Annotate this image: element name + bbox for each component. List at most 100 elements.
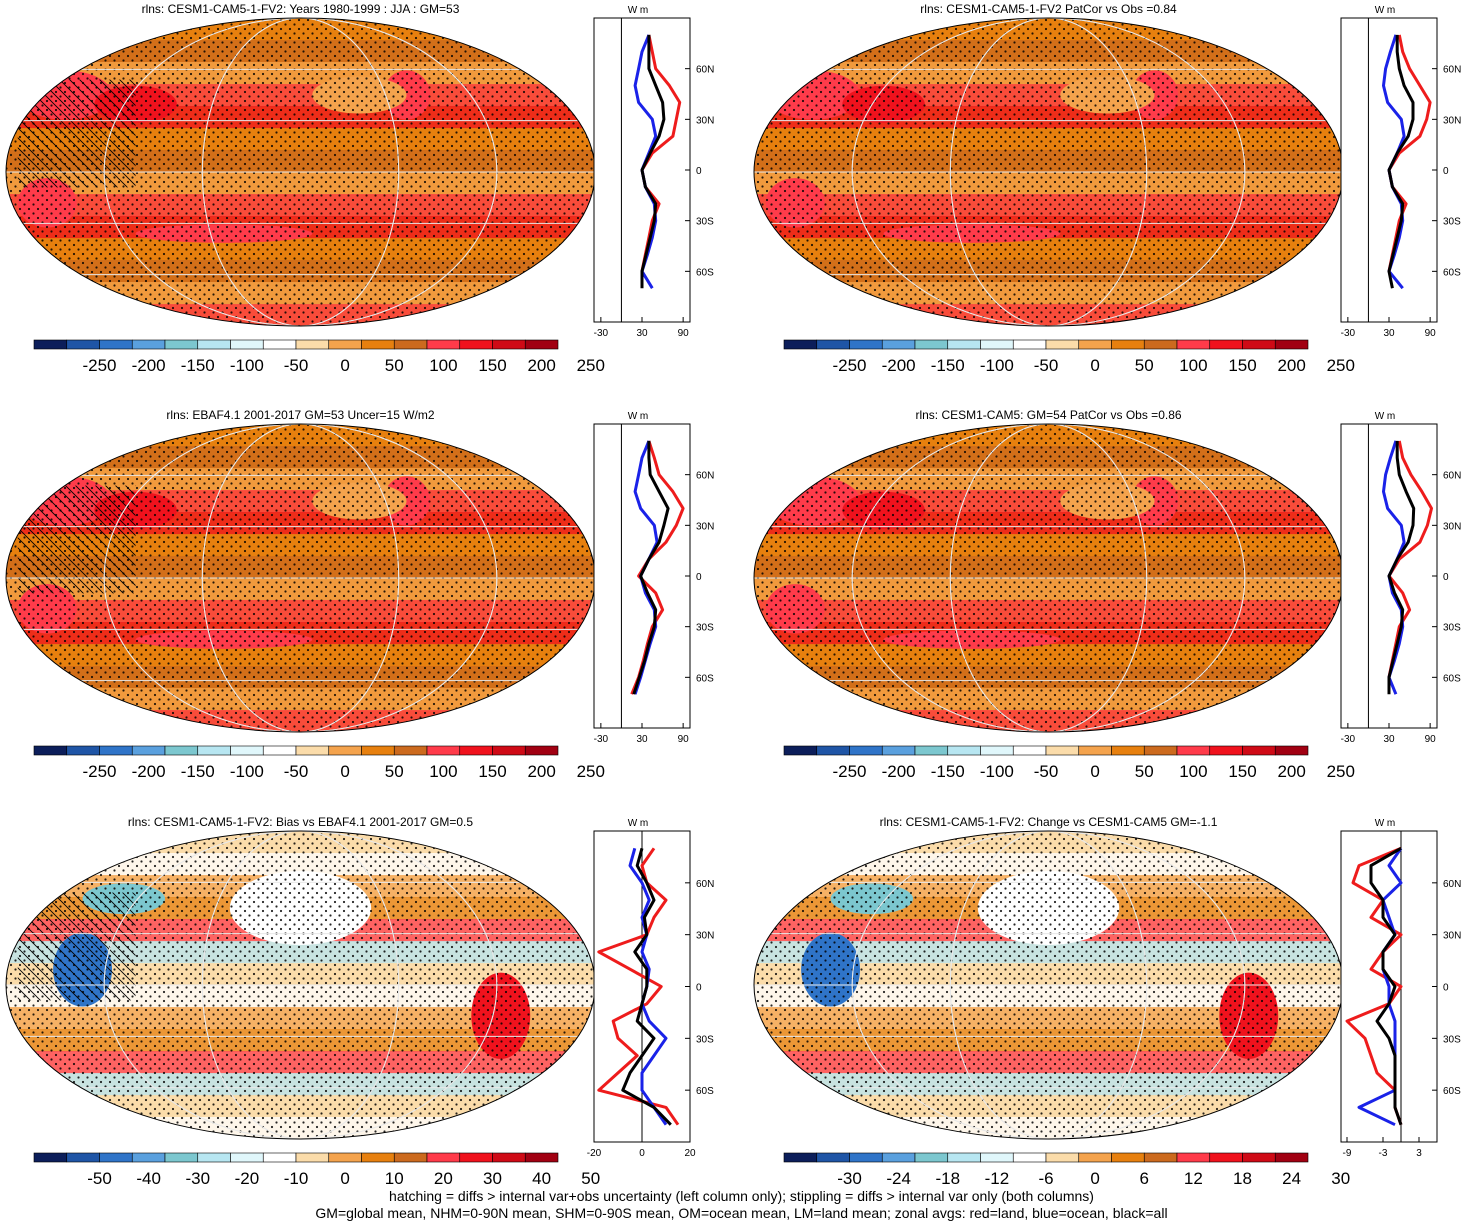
colorbar-label: -250 bbox=[82, 356, 116, 375]
lat-label: 30S bbox=[1443, 623, 1461, 634]
colorbar-label: 150 bbox=[478, 762, 506, 781]
colorbar-swatch bbox=[197, 745, 231, 756]
colorbar-label: -100 bbox=[980, 356, 1014, 375]
panel-title: rlns: EBAF4.1 2001-2017 GM=53 Uncer=15 W… bbox=[166, 408, 434, 422]
colorbar: -50 -40 -30 -20 -10 0 10 20 30 40 50 bbox=[33, 1152, 600, 1188]
meridian-line bbox=[851, 831, 1246, 1139]
colorbar-swatch bbox=[361, 1152, 395, 1163]
panel-1: rlns: CESM1-CAM5-1-FV2: Years 1980-1999 … bbox=[5, 2, 714, 375]
colorbar-swatch bbox=[328, 745, 362, 756]
x-tick-label: 90 bbox=[678, 734, 690, 745]
x-tick-label: 30 bbox=[1383, 734, 1395, 745]
meridian-line bbox=[201, 831, 400, 1139]
colorbar-label: 40 bbox=[532, 1169, 551, 1188]
colorbar-swatch bbox=[262, 1152, 297, 1163]
meridian-line bbox=[949, 424, 1148, 732]
colorbar-swatch bbox=[459, 339, 493, 350]
colorbar-label: 150 bbox=[478, 356, 506, 375]
colorbar-swatch bbox=[164, 339, 199, 350]
lat-label: 30N bbox=[1443, 521, 1461, 532]
colorbar-swatch bbox=[1143, 1152, 1178, 1163]
colorbar-label: 250 bbox=[1327, 762, 1355, 781]
colorbar-label: 0 bbox=[340, 1169, 349, 1188]
colorbar-swatch bbox=[1209, 339, 1243, 350]
colorbar-swatch bbox=[99, 339, 133, 350]
colorbar-swatch bbox=[783, 339, 818, 350]
meridian-line bbox=[201, 18, 400, 326]
colorbar-swatch bbox=[1242, 339, 1276, 350]
colorbar-label: 250 bbox=[577, 356, 605, 375]
colorbar-swatch bbox=[164, 745, 199, 756]
colorbar: -250 -200 -150 -100 -50 0 50 100 150 200 250 bbox=[783, 745, 1355, 781]
colorbar-label: 18 bbox=[1233, 1169, 1252, 1188]
lat-label: 0 bbox=[1443, 983, 1449, 994]
map-field bbox=[754, 424, 1343, 732]
lat-label: 60N bbox=[1443, 879, 1461, 890]
colorbar-swatch bbox=[492, 745, 526, 756]
x-tick-label: -30 bbox=[594, 734, 609, 745]
colorbar-swatch bbox=[1078, 1152, 1112, 1163]
lat-label: 60N bbox=[696, 879, 714, 890]
colorbar-swatch bbox=[524, 745, 559, 756]
colorbar-swatch bbox=[262, 745, 297, 756]
lat-label: 30S bbox=[696, 1034, 714, 1045]
land-curve bbox=[1345, 846, 1403, 1126]
unit-label: W m bbox=[628, 411, 649, 422]
colorbar-label: -250 bbox=[82, 762, 116, 781]
colorbar-swatch bbox=[230, 1152, 264, 1163]
colorbar-swatch bbox=[99, 1152, 133, 1163]
colorbar-swatch bbox=[1111, 339, 1145, 350]
colorbar-swatch bbox=[393, 339, 428, 350]
colorbar-swatch bbox=[1242, 1152, 1276, 1163]
colorbar-label: -100 bbox=[980, 762, 1014, 781]
unit-label: W m bbox=[1375, 818, 1396, 829]
meridian-line bbox=[949, 831, 1148, 1139]
colorbar-swatch bbox=[295, 339, 330, 350]
colorbar-swatch bbox=[33, 339, 68, 350]
colorbar-swatch bbox=[393, 1152, 428, 1163]
map-field bbox=[6, 18, 595, 326]
colorbar-swatch bbox=[1209, 1152, 1243, 1163]
colorbar-label: -40 bbox=[136, 1169, 161, 1188]
x-tick-label: -30 bbox=[594, 328, 609, 339]
colorbar-swatch bbox=[783, 745, 818, 756]
colorbar-swatch bbox=[947, 1152, 981, 1163]
all-curve bbox=[640, 34, 666, 289]
x-tick-label: 90 bbox=[1425, 328, 1437, 339]
lat-label: 60N bbox=[1443, 65, 1461, 76]
colorbar: -250 -200 -150 -100 -50 0 50 100 150 200 250 bbox=[33, 745, 605, 781]
colorbar-swatch bbox=[1045, 339, 1080, 350]
map-field bbox=[754, 831, 1343, 1139]
colorbar-swatch bbox=[1078, 745, 1112, 756]
unit-label: W m bbox=[628, 818, 649, 829]
lat-label: 60S bbox=[1443, 267, 1461, 278]
colorbar-swatch bbox=[849, 1152, 883, 1163]
x-tick-label: 30 bbox=[636, 328, 648, 339]
colorbar-label: 100 bbox=[429, 762, 457, 781]
colorbar-swatch bbox=[980, 339, 1014, 350]
colorbar-label: -50 bbox=[284, 356, 309, 375]
lat-label: 60S bbox=[1443, 673, 1461, 684]
colorbar-swatch bbox=[816, 1152, 850, 1163]
lat-label: 0 bbox=[696, 983, 702, 994]
meridian-line bbox=[201, 424, 400, 732]
panel-4: rlns: CESM1-CAM5: GM=54 PatCor vs Obs =0… bbox=[753, 408, 1461, 781]
panel-title: rlns: CESM1-CAM5: GM=54 PatCor vs Obs =0… bbox=[915, 408, 1181, 422]
map-field bbox=[6, 424, 595, 732]
meridian-line bbox=[103, 831, 498, 1139]
panel-6: rlns: CESM1-CAM5-1-FV2: Change vs CESM1-… bbox=[753, 815, 1461, 1188]
x-tick-label: -30 bbox=[1341, 734, 1356, 745]
colorbar-swatch bbox=[328, 339, 362, 350]
colorbar-swatch bbox=[1012, 339, 1047, 350]
colorbar-label: -100 bbox=[230, 356, 264, 375]
colorbar-swatch bbox=[492, 339, 526, 350]
all-curve bbox=[1387, 440, 1416, 695]
hatching bbox=[17, 892, 136, 1001]
meridian-line bbox=[851, 18, 1246, 326]
colorbar-swatch bbox=[33, 745, 68, 756]
colorbar-swatch bbox=[1111, 1152, 1145, 1163]
lat-label: 30S bbox=[1443, 1034, 1461, 1045]
colorbar-label: -200 bbox=[132, 762, 166, 781]
colorbar-swatch bbox=[849, 745, 883, 756]
colorbar-label: 200 bbox=[527, 356, 555, 375]
